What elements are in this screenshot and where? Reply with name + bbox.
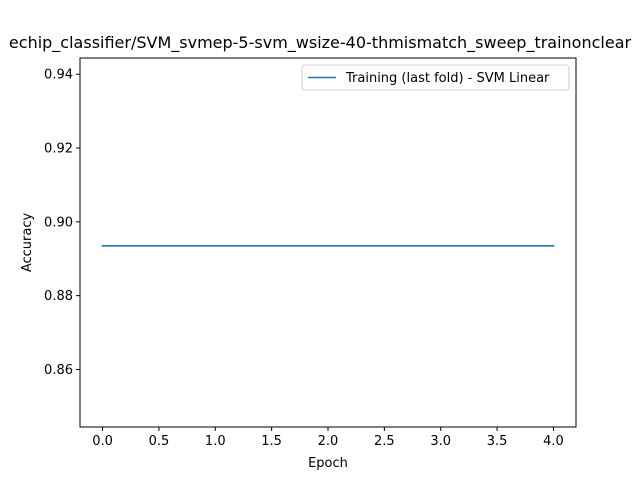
y-tick-label: 0.88 [44,289,73,304]
y-axis-label: Accuracy [20,213,35,273]
x-tick-label: 2.5 [374,434,395,449]
x-tick-label: 4.0 [543,434,564,449]
x-tick-label: 3.0 [430,434,451,449]
y-tick-label: 0.86 [44,363,73,378]
y-tick-label: 0.92 [44,142,73,157]
chart-title: echip_classifier/SVM_svmep-5-svm_wsize-4… [9,33,632,53]
legend: Training (last fold) - SVM Linear [301,64,570,91]
x-tick-label: 0.0 [92,434,113,449]
x-tick-label: 3.5 [487,434,508,449]
plot-area [80,58,576,427]
x-axis-label: Epoch [308,456,348,471]
ticks-layer: 0.0 0.5 1.0 1.5 2.0 2.5 3.0 3.5 4.0 0.86 0.88 0.90 0… [44,68,564,449]
plot-frame [79,57,577,428]
x-tick-label: 0.5 [149,434,170,449]
x-tick-label: 1.0 [205,434,226,449]
x-tick-label: 1.5 [261,434,282,449]
x-tick-label: 2.0 [318,434,339,449]
legend-box [301,64,570,91]
y-tick-label: 0.90 [44,215,73,230]
legend-label: Training (last fold) - SVM Linear [345,71,550,86]
y-tick-label: 0.94 [44,68,73,83]
